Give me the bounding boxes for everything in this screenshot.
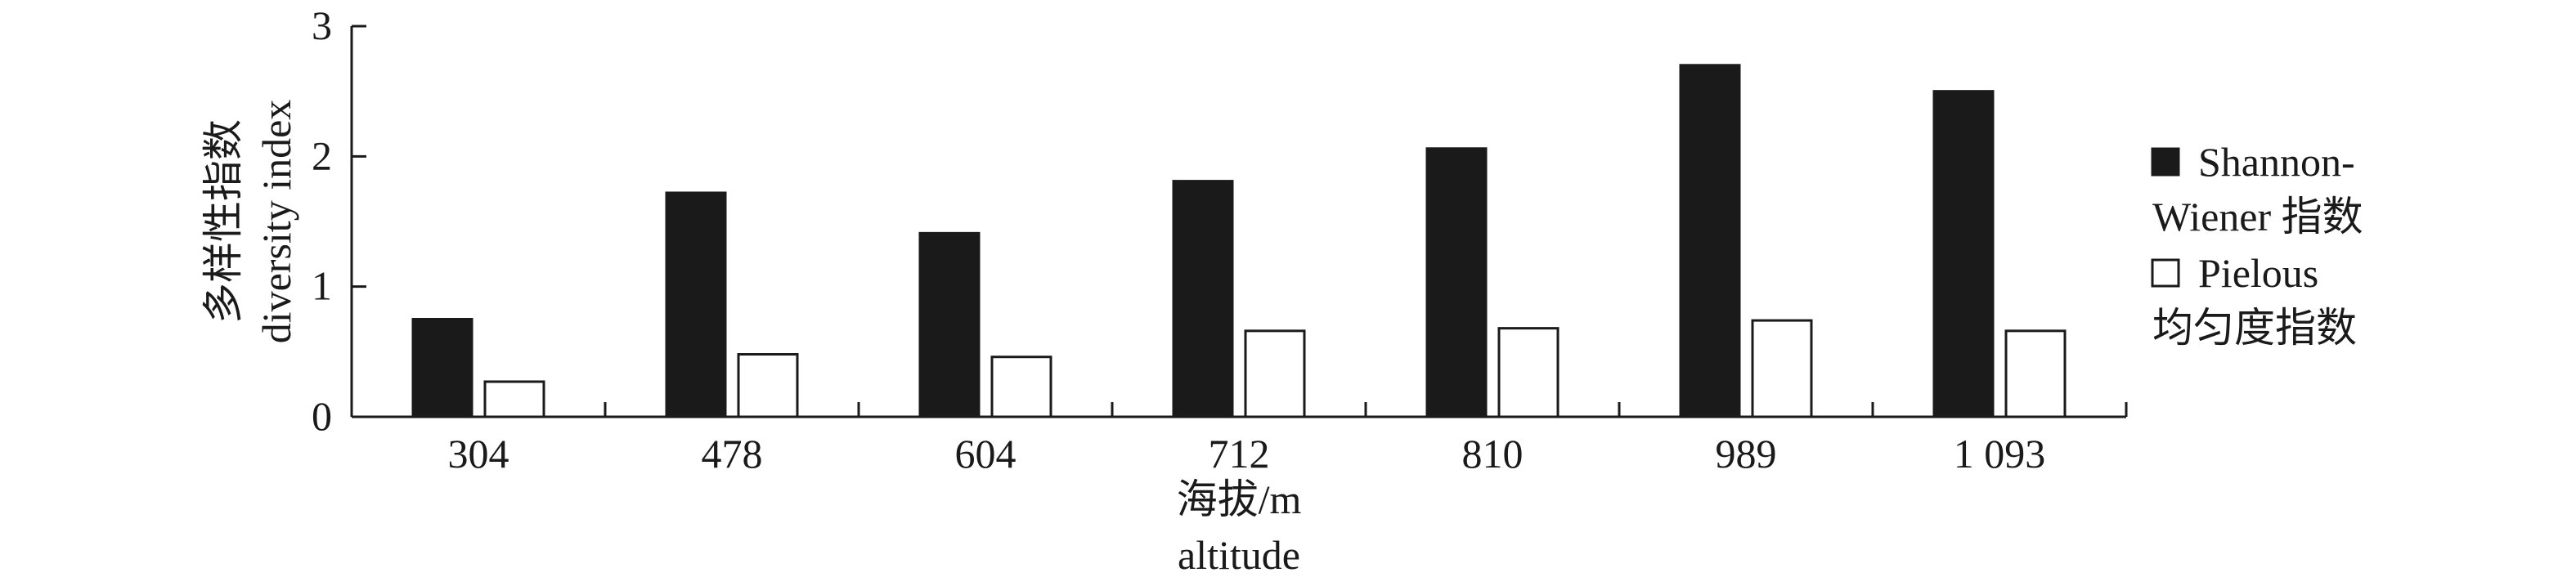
- y-tick-label: 1: [312, 263, 332, 309]
- x-tick-label: 604: [955, 431, 1016, 476]
- bar-shannon: [1679, 64, 1741, 418]
- y-ticks: 0 1 2 3: [312, 2, 366, 439]
- bar-shannon: [1932, 90, 1995, 418]
- bar-pielous: [1497, 327, 1560, 418]
- bar-pielous: [483, 380, 545, 418]
- x-tick-label: 989: [1716, 431, 1777, 476]
- x-tick-label: 1 093: [1954, 431, 2046, 476]
- y-tick-label: 3: [312, 2, 332, 48]
- y-tick-label: 2: [312, 132, 332, 178]
- bar-pielous: [737, 353, 799, 418]
- bar-shannon: [918, 231, 981, 418]
- legend-label-pielous: 均匀度指数: [2152, 305, 2357, 351]
- legend: Shannon- Wiener 指数 Pielous 均匀度指数: [2151, 139, 2363, 351]
- x-tick-label: 712: [1209, 431, 1270, 476]
- legend-label-pielous: Pielous: [2198, 250, 2318, 296]
- y-axis-title-en: diversity index: [254, 100, 299, 344]
- y-tick-label: 0: [312, 393, 332, 439]
- x-tick-label: 304: [448, 431, 509, 476]
- x-axis-title: 海拔/m: [1177, 476, 1302, 522]
- legend-swatch-pielous: [2151, 258, 2180, 288]
- bar-pielous: [990, 356, 1052, 418]
- bars: [411, 64, 2067, 418]
- bar-pielous: [1244, 329, 1306, 418]
- bar-shannon: [665, 191, 727, 418]
- x-axis-title-en: altitude: [1178, 532, 1300, 578]
- x-ticks: 304 478 604 712 810 989 1 093: [350, 402, 2128, 476]
- bar-shannon: [1425, 147, 1488, 418]
- legend-label-shannon: Shannon-: [2198, 139, 2355, 185]
- bar-pielous: [2004, 329, 2067, 418]
- x-tick-label: 810: [1462, 431, 1524, 476]
- legend-label-shannon: Wiener 指数: [2152, 194, 2363, 239]
- bar-shannon: [411, 318, 473, 418]
- x-tick-label: 478: [702, 431, 763, 476]
- y-axis-title: 多样性指数: [200, 119, 246, 324]
- bar-shannon: [1172, 180, 1234, 418]
- bar-pielous: [1751, 319, 1813, 418]
- legend-swatch-shannon: [2151, 147, 2180, 177]
